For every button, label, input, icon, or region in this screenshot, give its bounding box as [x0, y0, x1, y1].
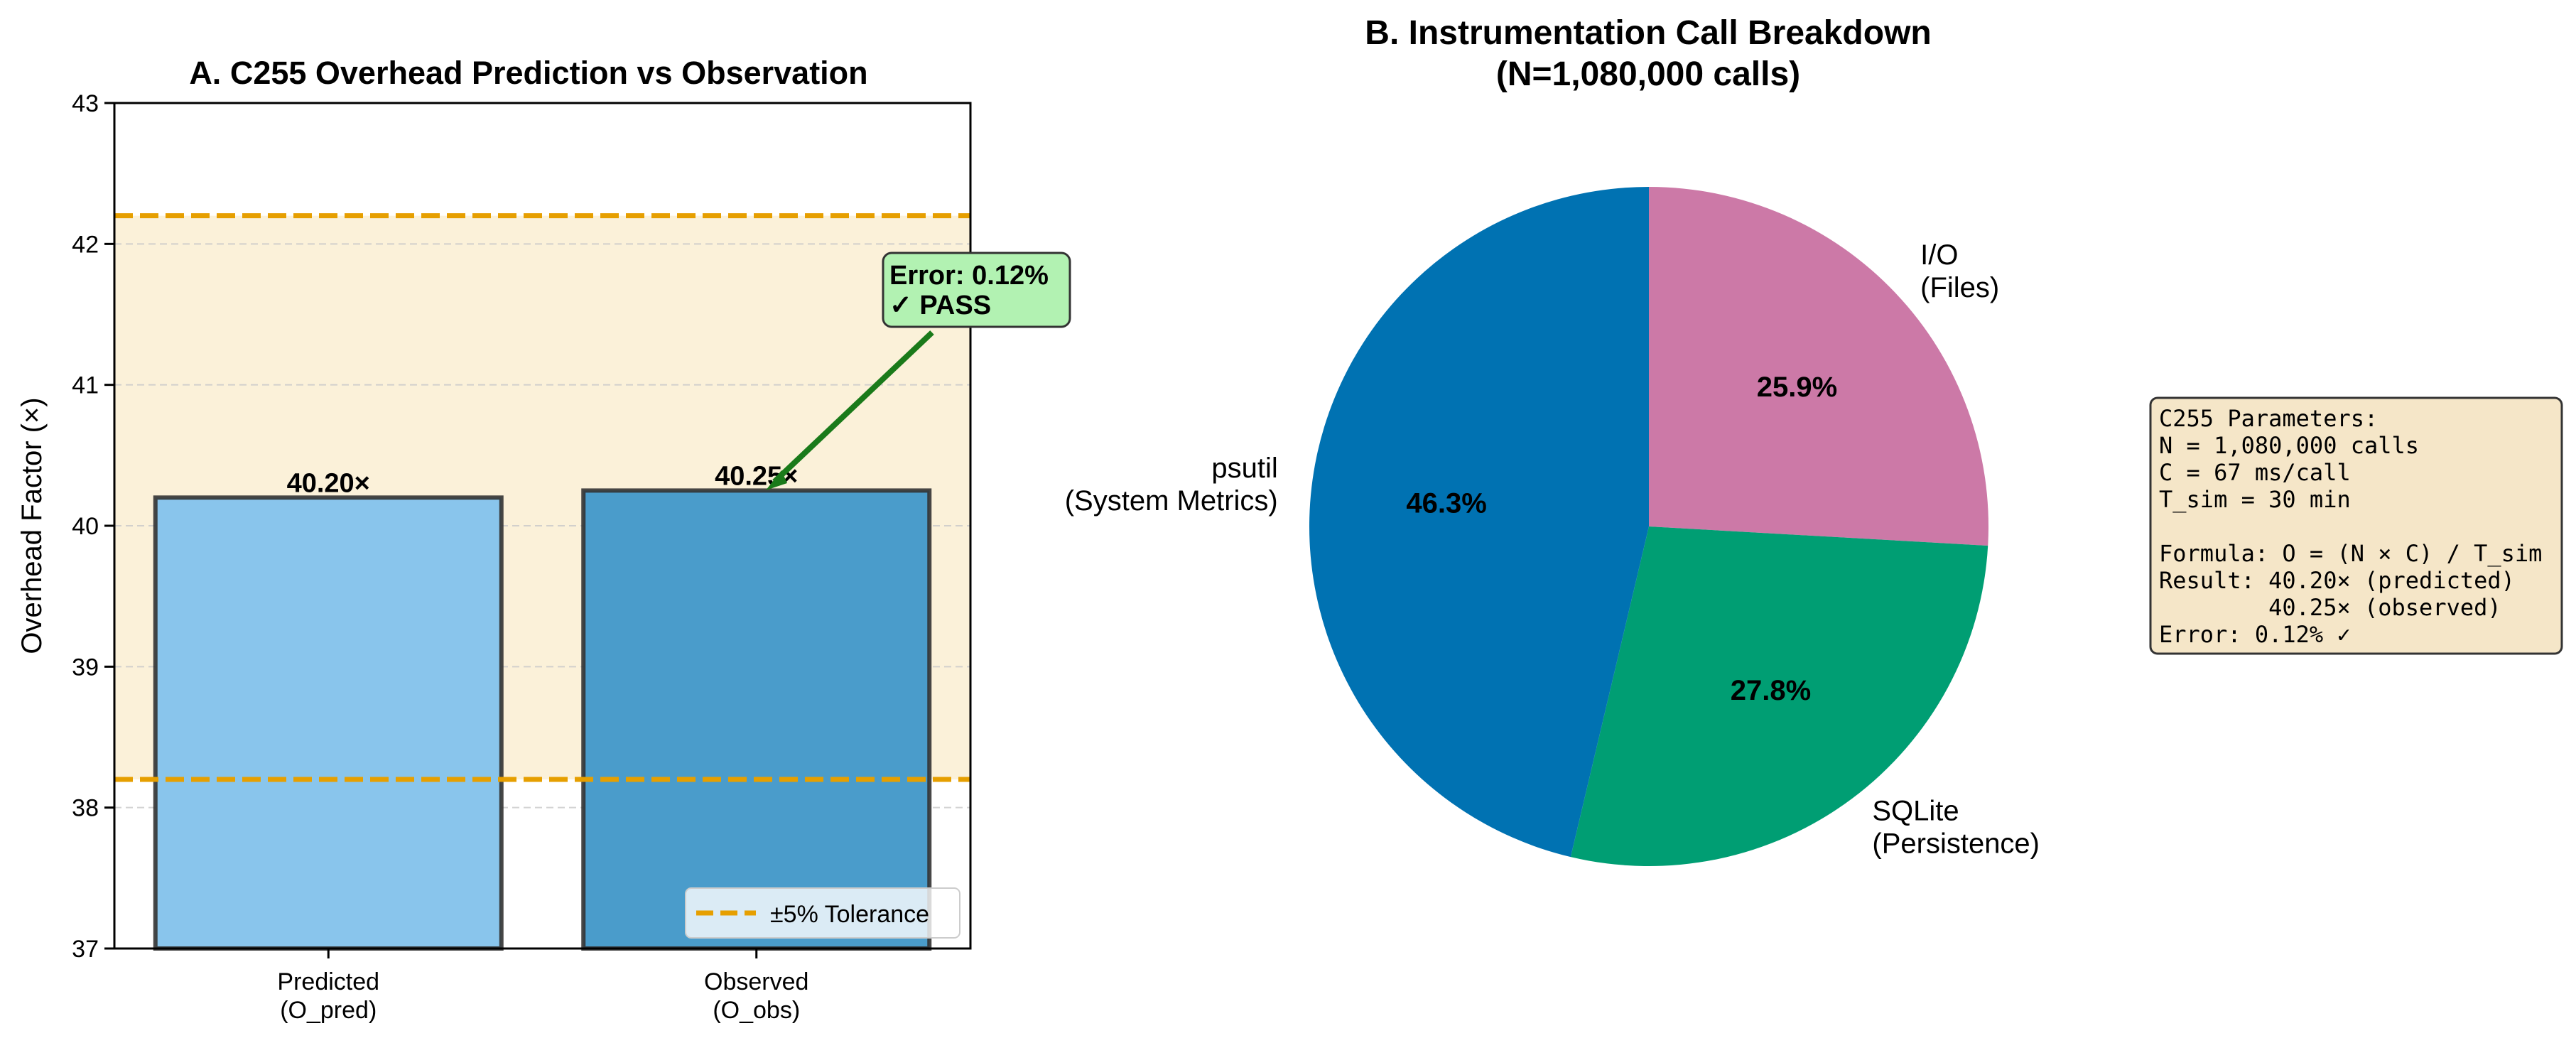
- y-tick-label: 43: [72, 90, 99, 117]
- y-axis-ticks: 37 38 39 40 41 42 43: [72, 90, 114, 963]
- pie-chart-subtitle: (N=1,080,000 calls): [1496, 55, 1800, 93]
- x-tick-label: (O_obs): [713, 997, 800, 1024]
- annotation-box: [882, 252, 1071, 328]
- bar-1: [581, 488, 932, 951]
- x-axis-ticks: Predicted(O_pred) Observed(O_obs): [277, 949, 808, 1024]
- legend-box: [685, 887, 960, 939]
- error-annotation: Error: 0.12% ✓ PASS: [766, 252, 1071, 490]
- parameters-line-1: N = 1,080,000 calls: [2159, 432, 2419, 459]
- pie-label-2: psutil: [1211, 453, 1277, 484]
- parameters-line-0: C255 Parameters:: [2159, 405, 2378, 432]
- pie-pct-label-1: 27.8%: [1731, 675, 1811, 706]
- legend-tolerance-label: ±5% Tolerance: [770, 901, 929, 928]
- bars: [153, 488, 932, 951]
- pie-pct-label-2: 46.3%: [1406, 488, 1486, 519]
- pie-labels: 25.9% I/O(Files) 27.8% SQLite(Persistence) 4…: [1065, 239, 2040, 860]
- annotation-arrowhead: [766, 470, 787, 490]
- pie-sublabel-2: (System Metrics): [1065, 485, 1278, 517]
- y-tick-label: 38: [72, 795, 99, 822]
- parameters-line-3: T_sim = 30 min: [2159, 486, 2351, 513]
- annotation-error-text: Error: 0.12%: [889, 261, 1049, 291]
- y-axis-label: Overhead Factor (×): [16, 397, 48, 654]
- parameters-line-7: 40.25× (observed): [2159, 594, 2501, 621]
- pie-slice-0: [1649, 187, 1988, 546]
- pie-label-0: I/O: [1920, 239, 1958, 271]
- pie-chart-panel: B. Instrumentation Call Breakdown (N=1,0…: [1065, 14, 2040, 867]
- value-label-0: 40.20×: [287, 468, 370, 498]
- y-tick-label: 41: [72, 372, 99, 399]
- pie-pct-label-0: 25.9%: [1757, 372, 1837, 403]
- y-tick-label: 40: [72, 513, 99, 540]
- x-tick-label: (O_pred): [280, 997, 377, 1024]
- value-labels: 40.20× 40.25×: [287, 461, 799, 498]
- pie-chart-title: B. Instrumentation Call Breakdown: [1365, 14, 1931, 52]
- bar-0: [153, 495, 504, 951]
- y-tick-label: 39: [72, 654, 99, 681]
- legend: ±5% Tolerance: [685, 887, 960, 939]
- tolerance-lines: [114, 213, 970, 782]
- y-tick-label: 42: [72, 231, 99, 258]
- pie-sublabel-0: (Files): [1920, 272, 1999, 303]
- pie-slices: [1309, 186, 1988, 867]
- annotation-pass-text: ✓ PASS: [889, 291, 991, 320]
- x-tick-label: Predicted: [277, 968, 379, 995]
- parameters-line-2: C = 67 ms/call: [2159, 459, 2351, 486]
- y-tick-label: 37: [72, 936, 99, 963]
- annotation-arrow: [772, 330, 934, 484]
- parameters-line-8: Error: 0.12% ✓: [2159, 621, 2351, 648]
- bar-chart-title: A. C255 Overhead Prediction vs Observati…: [189, 55, 867, 91]
- pie-slice-2: [1309, 186, 1649, 858]
- pie-slice-1: [1570, 526, 1988, 867]
- x-tick-label: Observed: [704, 968, 808, 995]
- value-label-1: 40.25×: [715, 461, 798, 491]
- bar-chart-panel: A. C255 Overhead Prediction vs Observati…: [16, 55, 1071, 1024]
- pie-label-1: SQLite: [1872, 795, 1959, 826]
- pie-sublabel-1: (Persistence): [1872, 828, 2040, 859]
- parameters-line-5: Formula: O = (N × C) / T_sim: [2159, 540, 2542, 567]
- parameters-line-6: Result: 40.20× (predicted): [2159, 567, 2515, 594]
- parameters-box-background: [2149, 396, 2563, 655]
